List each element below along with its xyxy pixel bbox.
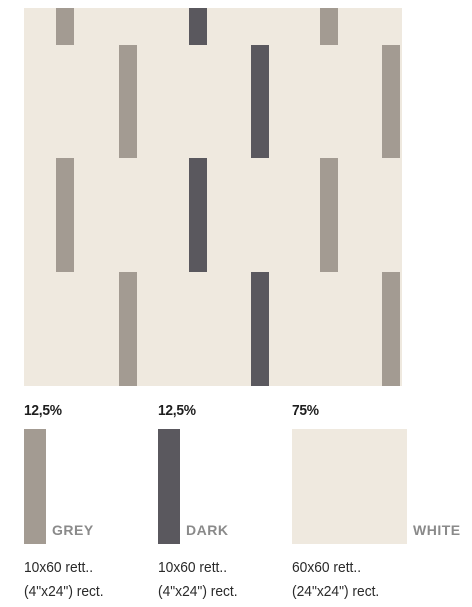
white-tile-size: 60x60 rett..	[292, 559, 362, 576]
white-tile-size-imperial: (24"x24") rect.	[292, 583, 380, 600]
dark-tile-swatch	[158, 429, 180, 544]
grey-tile-size: 10x60 rett..	[24, 559, 94, 576]
white-tile-name: WHITE	[413, 522, 461, 538]
dark-strip	[189, 8, 207, 45]
dark-tile-size-imperial: (4"x24") rect.	[158, 583, 238, 600]
dark-strip	[189, 158, 207, 272]
dark-percentage: 12,5%	[158, 402, 196, 419]
white-percentage: 75%	[292, 402, 319, 419]
dark-strip	[251, 45, 269, 158]
grey-strip	[320, 158, 338, 272]
grey-strip	[382, 272, 400, 386]
dark-tile-name: DARK	[186, 522, 229, 538]
tile-pattern-preview	[24, 8, 402, 386]
grey-strip	[56, 8, 74, 45]
grey-strip	[119, 45, 137, 158]
grey-tile-swatch	[24, 429, 46, 544]
grey-strip	[119, 272, 137, 386]
grey-percentage: 12,5%	[24, 402, 62, 419]
grey-strip	[56, 158, 74, 272]
grey-strip	[382, 45, 400, 158]
white-tile-swatch	[292, 429, 407, 544]
grey-tile-size-imperial: (4"x24") rect.	[24, 583, 104, 600]
dark-tile-size: 10x60 rett..	[158, 559, 228, 576]
dark-strip	[251, 272, 269, 386]
grey-strip	[320, 8, 338, 45]
grey-tile-name: GREY	[52, 522, 94, 538]
